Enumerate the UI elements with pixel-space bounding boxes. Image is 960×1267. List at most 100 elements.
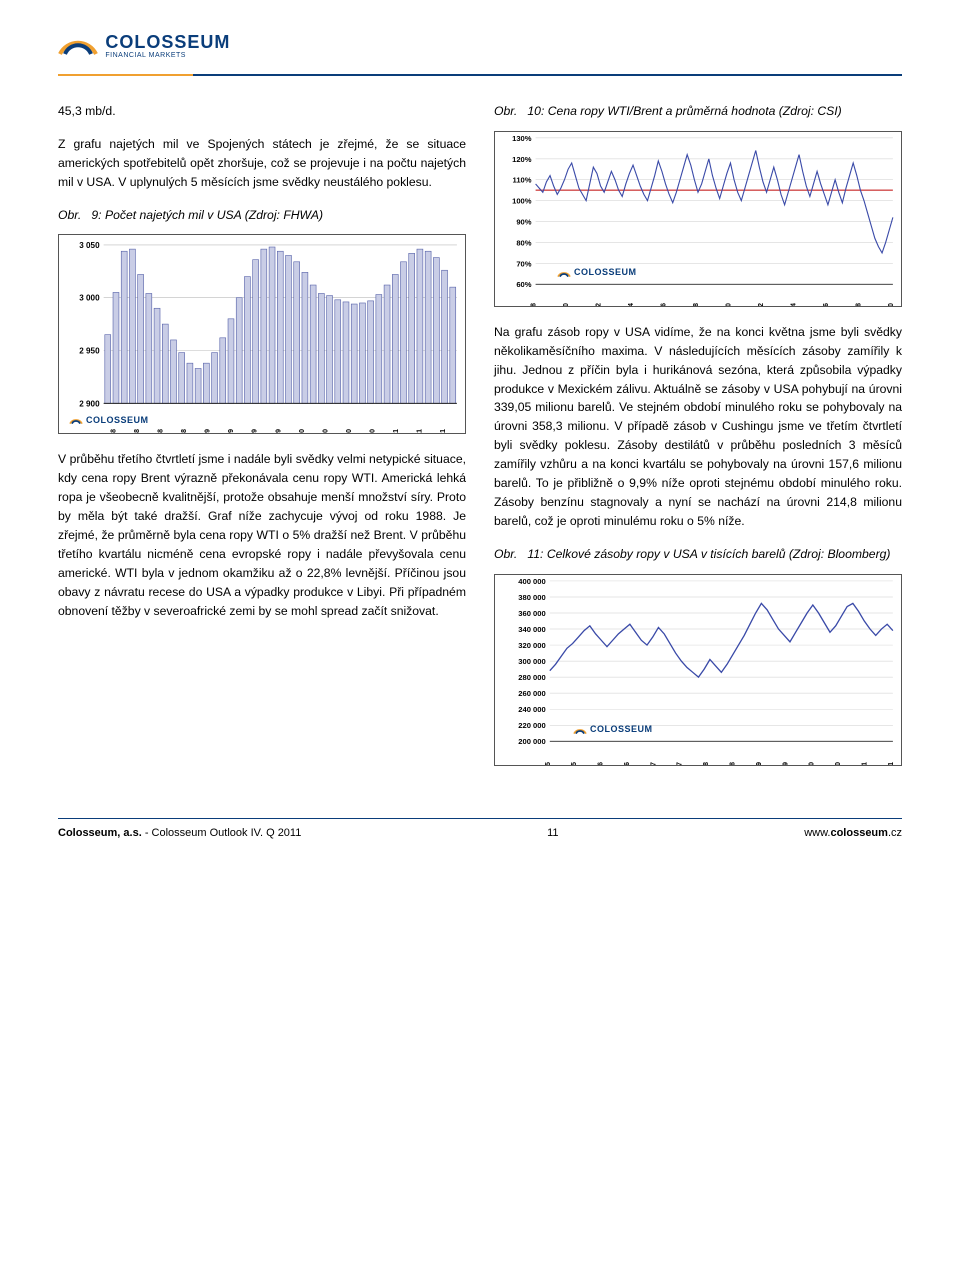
svg-text:280 000: 280 000	[518, 673, 545, 682]
footer: Colosseum, a.s. - Colosseum Outlook IV. …	[58, 825, 902, 842]
svg-text:07.08: 07.08	[157, 429, 164, 433]
svg-text:80%: 80%	[516, 238, 532, 247]
chart-9: 3 050 3 000 2 950 2 900 01.08 04.08 07.08 10.08…	[58, 234, 466, 434]
footer-rule	[58, 818, 902, 820]
svg-text:400 000: 400 000	[518, 577, 545, 586]
svg-text:2004: 2004	[790, 303, 797, 306]
footer-right: www.colosseum.cz	[804, 825, 902, 842]
svg-text:220 000: 220 000	[518, 721, 545, 730]
fig11-caption: Obr. 11: Celkové zásoby ropy v USA v tis…	[494, 545, 902, 564]
svg-text:01.11: 01.11	[861, 762, 868, 765]
svg-text:1992: 1992	[595, 303, 602, 306]
svg-text:2 900: 2 900	[79, 400, 100, 409]
svg-text:01.09: 01.09	[205, 429, 212, 433]
left-p2: Z grafu najetých mil ve Spojených státec…	[58, 135, 466, 192]
svg-text:320 000: 320 000	[518, 641, 545, 650]
svg-text:3 050: 3 050	[79, 241, 100, 250]
right-column: Obr. 10: Cena ropy WTI/Brent a průměrná …	[494, 102, 902, 782]
chart-9-logo: COLOSSEUM	[69, 414, 149, 428]
svg-text:04.09: 04.09	[228, 429, 235, 433]
fig10-caption: Obr. 10: Cena ropy WTI/Brent a průměrná …	[494, 102, 902, 121]
svg-text:01.11: 01.11	[393, 429, 400, 433]
svg-text:07.10: 07.10	[835, 762, 842, 765]
footer-company: Colosseum, a.s.	[58, 827, 142, 839]
svg-text:90%: 90%	[516, 217, 532, 226]
svg-text:2010: 2010	[888, 303, 895, 306]
svg-text:07.07: 07.07	[677, 762, 684, 765]
svg-text:120%: 120%	[512, 155, 532, 164]
chart-9-svg: 3 050 3 000 2 950 2 900 01.08 04.08 07.08 10.08…	[59, 235, 465, 433]
svg-text:3 000: 3 000	[79, 294, 100, 303]
svg-text:60%: 60%	[516, 280, 532, 289]
svg-text:70%: 70%	[516, 259, 532, 268]
svg-text:04.11: 04.11	[416, 429, 423, 433]
header-logo: COLOSSEUM FINANCIAL MARKETS	[58, 28, 902, 64]
footer-url-post: .cz	[888, 827, 902, 839]
svg-text:260 000: 260 000	[518, 689, 545, 698]
left-p1: 45,3 mb/d.	[58, 102, 466, 121]
chart-logo-text: COLOSSEUM	[574, 266, 637, 280]
svg-text:1998: 1998	[693, 303, 700, 306]
footer-page-number: 11	[547, 825, 558, 842]
svg-text:01.10: 01.10	[299, 429, 306, 433]
svg-text:07.05: 07.05	[571, 762, 578, 765]
content-columns: 45,3 mb/d. Z grafu najetých mil ve Spoje…	[58, 102, 902, 782]
svg-text:01.08: 01.08	[110, 429, 117, 433]
footer-url-bold: colosseum	[830, 827, 887, 839]
logo-subtitle: FINANCIAL MARKETS	[105, 52, 230, 59]
chart-10-logo: COLOSSEUM	[557, 266, 637, 280]
svg-text:07.06: 07.06	[624, 762, 631, 765]
svg-text:07.11: 07.11	[888, 762, 895, 765]
svg-text:340 000: 340 000	[518, 625, 545, 634]
footer-doc-title: - Colosseum Outlook IV. Q 2011	[142, 827, 302, 839]
chart-logo-text: COLOSSEUM	[590, 723, 653, 737]
left-column: 45,3 mb/d. Z grafu najetých mil ve Spoje…	[58, 102, 466, 782]
svg-text:2006: 2006	[823, 303, 830, 306]
svg-text:380 000: 380 000	[518, 593, 545, 602]
svg-text:200 000: 200 000	[518, 737, 545, 746]
chart-10-svg: 130%120%110%100%90%80%70%60%198819901992…	[495, 132, 901, 306]
svg-text:10.09: 10.09	[275, 429, 282, 433]
svg-text:100%: 100%	[512, 197, 532, 206]
svg-text:07.08: 07.08	[729, 762, 736, 765]
svg-text:04.08: 04.08	[134, 429, 141, 433]
svg-text:01.09: 01.09	[756, 762, 763, 765]
svg-text:01.08: 01.08	[703, 762, 710, 765]
svg-text:130%: 130%	[512, 134, 532, 143]
chart-11-logo: COLOSSEUM	[573, 723, 653, 737]
svg-text:07.11: 07.11	[440, 429, 447, 433]
svg-text:04.10: 04.10	[322, 429, 329, 433]
svg-text:10.08: 10.08	[181, 429, 188, 433]
svg-text:240 000: 240 000	[518, 705, 545, 714]
svg-text:1990: 1990	[563, 303, 570, 306]
svg-text:07.10: 07.10	[346, 429, 353, 433]
left-p3: V průběhu třetího čtvrtletí jsme i nadál…	[58, 450, 466, 620]
fig9-caption: Obr. 9: Počet najetých mil v USA (Zdroj:…	[58, 206, 466, 225]
svg-text:01.06: 01.06	[598, 762, 605, 765]
page: COLOSSEUM FINANCIAL MARKETS 45,3 mb/d. Z…	[0, 0, 960, 1200]
right-p1: Na grafu zásob ropy v USA vidíme, že na …	[494, 323, 902, 531]
svg-text:300 000: 300 000	[518, 657, 545, 666]
chart-11: 400 000 380 000 360 000 340 000 320 000 300 0…	[494, 574, 902, 766]
logo-arc-icon	[58, 28, 98, 64]
svg-text:01.05: 01.05	[545, 762, 552, 765]
header-rule	[58, 74, 902, 76]
svg-text:07.09: 07.09	[782, 762, 789, 765]
chart-logo-text: COLOSSEUM	[86, 414, 149, 428]
svg-text:1996: 1996	[660, 303, 667, 306]
svg-text:01.07: 01.07	[650, 762, 657, 765]
svg-text:2002: 2002	[758, 303, 765, 306]
svg-text:01.10: 01.10	[809, 762, 816, 765]
chart-11-svg: 400 000 380 000 360 000 340 000 320 000 300 0…	[495, 575, 901, 765]
chart-10: 130%120%110%100%90%80%70%60%198819901992…	[494, 131, 902, 307]
svg-text:1994: 1994	[628, 303, 635, 306]
footer-left: Colosseum, a.s. - Colosseum Outlook IV. …	[58, 825, 301, 842]
logo-name: COLOSSEUM	[105, 33, 230, 51]
svg-text:07.09: 07.09	[252, 429, 259, 433]
svg-text:2 950: 2 950	[79, 347, 100, 356]
svg-text:110%: 110%	[513, 176, 532, 185]
svg-text:2008: 2008	[855, 303, 862, 306]
svg-text:360 000: 360 000	[518, 609, 545, 618]
svg-text:10.10: 10.10	[369, 429, 376, 433]
svg-text:2000: 2000	[725, 303, 732, 306]
